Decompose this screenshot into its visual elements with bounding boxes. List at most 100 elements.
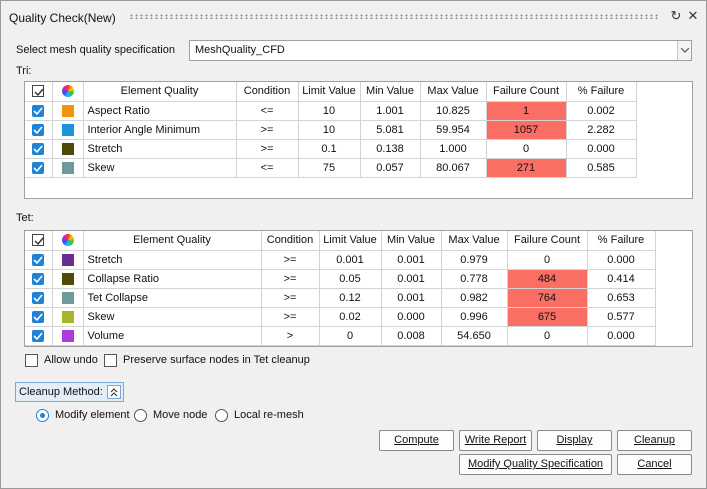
select-all-checkbox-icon[interactable]	[32, 234, 45, 247]
row-checkbox[interactable]	[32, 142, 45, 155]
preserve-surface-checkbox[interactable]	[104, 354, 117, 367]
condition-cell[interactable]: >=	[261, 250, 320, 270]
cleanup-method-header[interactable]: Cleanup Method:	[15, 382, 124, 402]
title-bar[interactable]: Quality Check(New) ↻ ✕	[1, 1, 706, 31]
radio-move-node[interactable]	[134, 409, 147, 422]
col-element-quality[interactable]: Element Quality	[83, 231, 262, 251]
table-row[interactable]: Skew <= 75 0.057 80.067 271 0.585	[25, 158, 637, 178]
failure-count-cell[interactable]: 1057	[486, 120, 567, 140]
color-swatch-cell[interactable]	[52, 269, 84, 289]
col-condition[interactable]: Condition	[261, 231, 320, 251]
combo-dropdown-button[interactable]	[677, 41, 691, 60]
color-swatch-cell[interactable]	[52, 307, 84, 327]
color-swatch[interactable]	[61, 104, 74, 117]
limit-value-cell[interactable]: 0.05	[319, 269, 382, 289]
table-row[interactable]: Interior Angle Minimum >= 10 5.081 59.954 105…	[25, 120, 637, 140]
radio-modify-element-label[interactable]: Modify element	[55, 409, 130, 421]
allow-undo-label[interactable]: Allow undo	[44, 354, 98, 366]
select-all-checkbox-icon[interactable]	[32, 85, 45, 98]
condition-cell[interactable]: <=	[236, 101, 299, 121]
row-checkbox[interactable]	[32, 161, 45, 174]
condition-cell[interactable]: >=	[236, 139, 299, 159]
drag-grip[interactable]	[129, 14, 659, 19]
row-checkbox-cell[interactable]	[25, 120, 53, 140]
color-swatch-cell[interactable]	[52, 250, 84, 270]
limit-value-cell[interactable]: 0	[319, 326, 382, 346]
col-min-value[interactable]: Min Value	[381, 231, 442, 251]
condition-cell[interactable]: >=	[236, 120, 299, 140]
allow-undo-checkbox[interactable]	[25, 354, 38, 367]
failure-count-cell[interactable]: 675	[507, 307, 588, 327]
write-report-button[interactable]: Write Report	[459, 430, 532, 451]
row-checkbox-cell[interactable]	[25, 269, 53, 289]
color-swatch-cell[interactable]	[52, 139, 84, 159]
select-all-header[interactable]	[25, 231, 53, 251]
condition-cell[interactable]: <=	[236, 158, 299, 178]
limit-value-cell[interactable]: 0.12	[319, 288, 382, 308]
row-checkbox[interactable]	[32, 310, 45, 323]
color-swatch-cell[interactable]	[52, 288, 84, 308]
radio-move-node-label[interactable]: Move node	[153, 409, 208, 421]
row-checkbox-cell[interactable]	[25, 288, 53, 308]
limit-value-cell[interactable]: 0.02	[319, 307, 382, 327]
table-row[interactable]: Skew >= 0.02 0.000 0.996 675 0.577	[25, 307, 656, 327]
limit-value-cell[interactable]: 10	[298, 101, 361, 121]
col-max-value[interactable]: Max Value	[441, 231, 508, 251]
col-percent-failure[interactable]: % Failure	[566, 82, 637, 102]
color-swatch[interactable]	[61, 142, 74, 155]
radio-local-remesh[interactable]	[215, 409, 228, 422]
col-limit-value[interactable]: Limit Value	[298, 82, 361, 102]
table-row[interactable]: Volume >0 0.008 54.650 0 0.000	[25, 326, 656, 346]
row-checkbox-cell[interactable]	[25, 250, 53, 270]
row-checkbox-cell[interactable]	[25, 101, 53, 121]
radio-local-remesh-label[interactable]: Local re-mesh	[234, 409, 304, 421]
col-min-value[interactable]: Min Value	[360, 82, 421, 102]
color-swatch[interactable]	[61, 329, 74, 342]
table-row[interactable]: Collapse Ratio >= 0.05 0.001 0.778 484 0.414	[25, 269, 656, 289]
preserve-surface-label[interactable]: Preserve surface nodes in Tet cleanup	[123, 354, 310, 366]
row-checkbox[interactable]	[32, 329, 45, 342]
close-icon[interactable]: ✕	[687, 8, 699, 23]
limit-value-cell[interactable]: 75	[298, 158, 361, 178]
color-swatch-cell[interactable]	[52, 158, 84, 178]
col-element-quality[interactable]: Element Quality	[83, 82, 237, 102]
modify-quality-spec-button[interactable]: Modify Quality Specification	[459, 454, 612, 475]
row-checkbox[interactable]	[32, 123, 45, 136]
row-checkbox[interactable]	[32, 253, 45, 266]
display-button[interactable]: Display	[537, 430, 612, 451]
failure-count-cell[interactable]: 764	[507, 288, 588, 308]
row-checkbox-cell[interactable]	[25, 326, 53, 346]
failure-count-cell[interactable]: 484	[507, 269, 588, 289]
tet-table-frame[interactable]: Element Quality Condition Limit Value Mi…	[24, 230, 693, 347]
color-swatch-cell[interactable]	[52, 101, 84, 121]
row-checkbox-cell[interactable]	[25, 158, 53, 178]
color-swatch[interactable]	[61, 161, 74, 174]
condition-cell[interactable]: >=	[261, 307, 320, 327]
color-swatch[interactable]	[61, 123, 74, 136]
row-checkbox[interactable]	[32, 291, 45, 304]
color-swatch[interactable]	[61, 253, 74, 266]
col-condition[interactable]: Condition	[236, 82, 299, 102]
col-limit-value[interactable]: Limit Value	[319, 231, 382, 251]
color-swatch[interactable]	[61, 310, 74, 323]
col-max-value[interactable]: Max Value	[420, 82, 487, 102]
color-swatch-cell[interactable]	[52, 326, 84, 346]
spec-combobox[interactable]: MeshQuality_CFD	[189, 40, 692, 61]
failure-count-cell[interactable]: 0	[507, 326, 588, 346]
color-swatch-cell[interactable]	[52, 120, 84, 140]
table-row[interactable]: Aspect Ratio <= 10 1.001 10.825 1 0.002	[25, 101, 637, 121]
failure-count-cell[interactable]: 1	[486, 101, 567, 121]
row-checkbox-cell[interactable]	[25, 307, 53, 327]
failure-count-cell[interactable]: 271	[486, 158, 567, 178]
col-failure-count[interactable]: Failure Count	[486, 82, 567, 102]
col-percent-failure[interactable]: % Failure	[587, 231, 656, 251]
condition-cell[interactable]: >=	[261, 288, 320, 308]
select-all-header[interactable]	[25, 82, 53, 102]
cleanup-button[interactable]: Cleanup	[617, 430, 692, 451]
col-failure-count[interactable]: Failure Count	[507, 231, 588, 251]
row-checkbox-cell[interactable]	[25, 139, 53, 159]
condition-cell[interactable]: >=	[261, 269, 320, 289]
limit-value-cell[interactable]: 10	[298, 120, 361, 140]
collapse-up-icon[interactable]	[107, 385, 121, 399]
failure-count-cell[interactable]: 0	[486, 139, 567, 159]
